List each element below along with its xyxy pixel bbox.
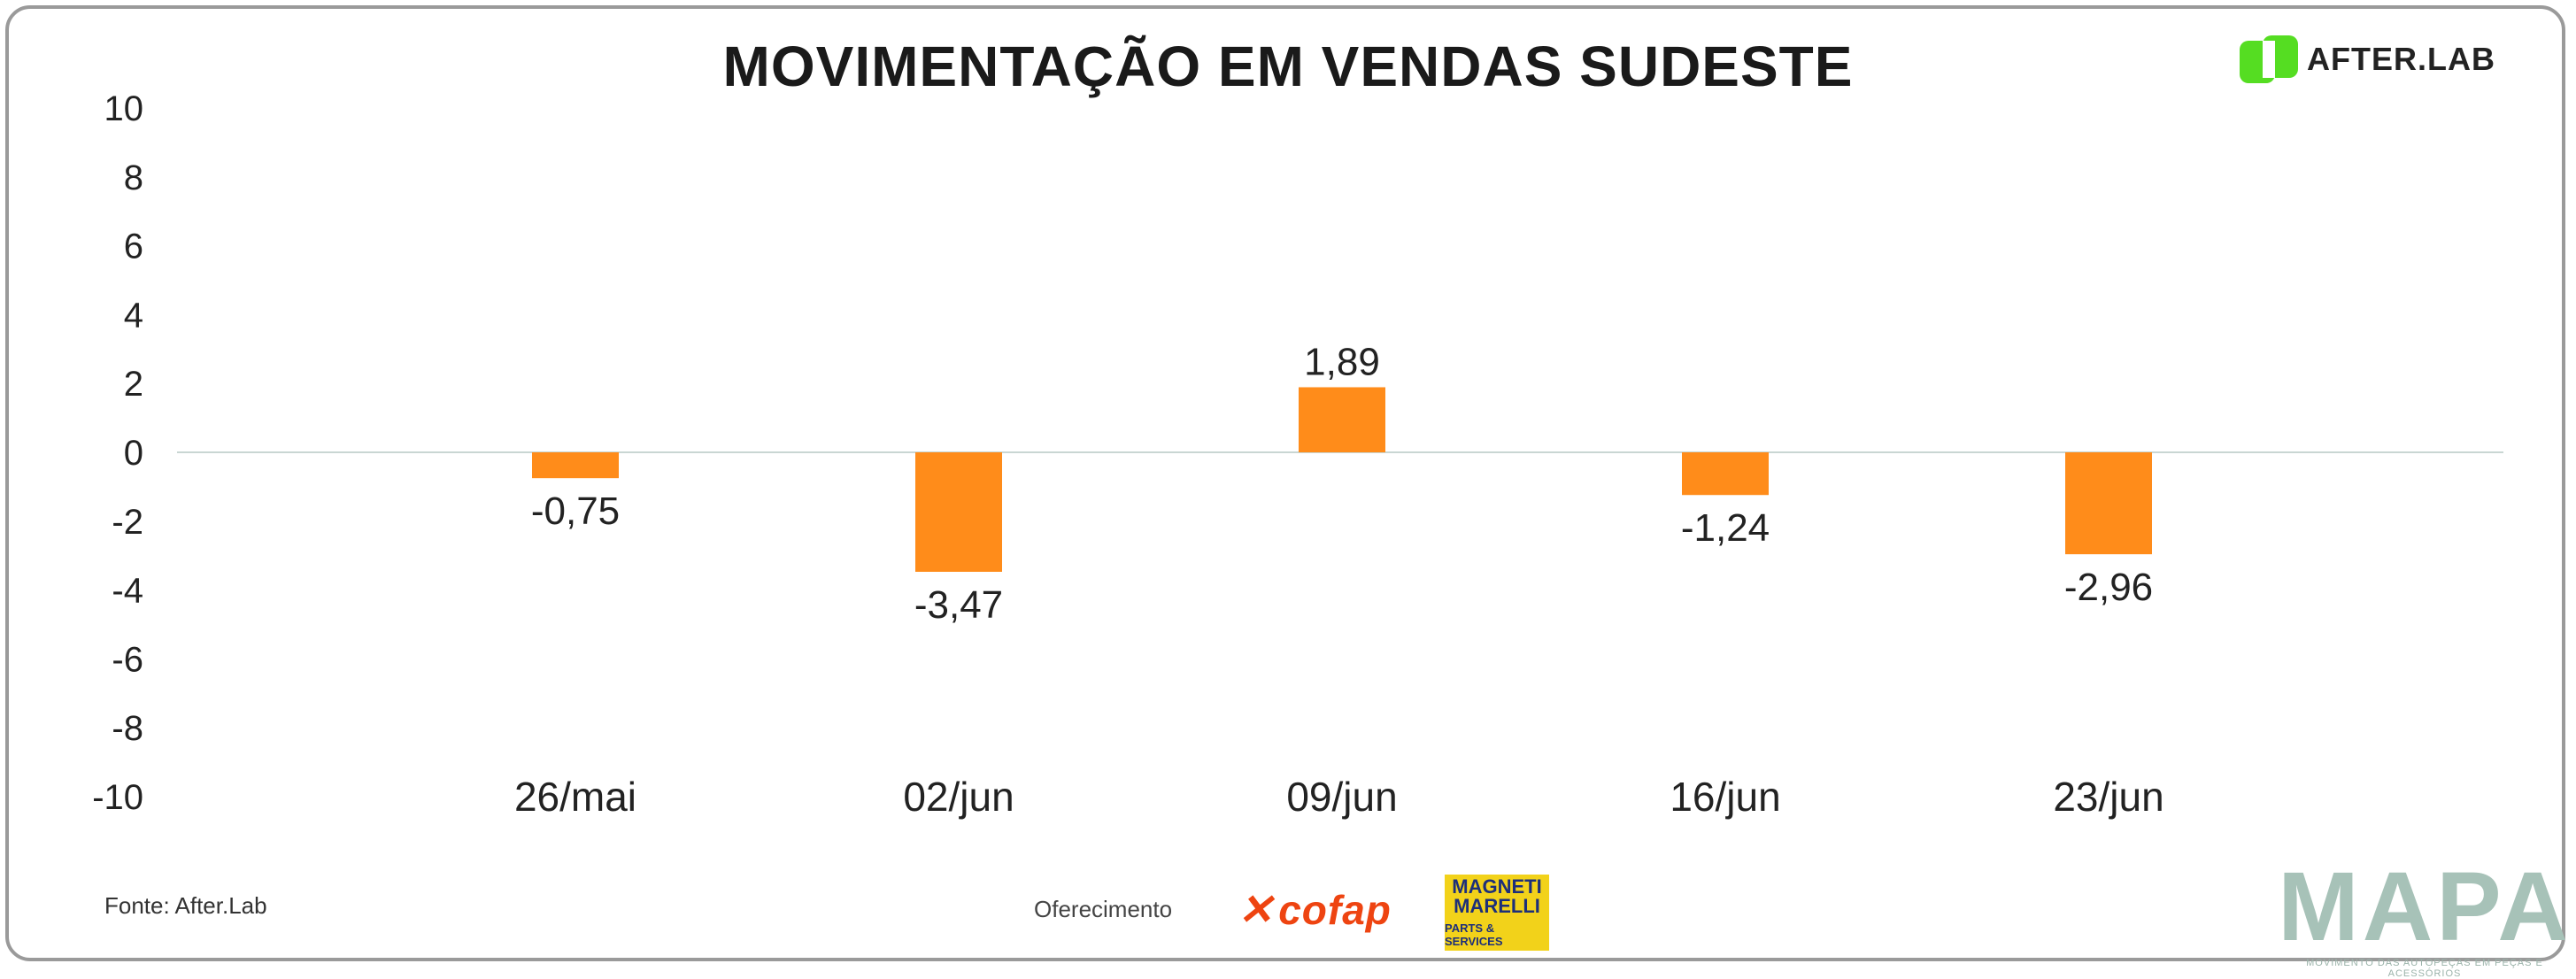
y-tick-label: 10	[104, 89, 144, 128]
x-tick-label: 02/jun	[903, 774, 1014, 820]
y-tick-label: 2	[124, 365, 143, 404]
chart-title: MOVIMENTAÇÃO EM VENDAS SUDESTE	[722, 35, 1854, 98]
x-tick-label: 09/jun	[1286, 774, 1397, 820]
magneti-marelli-text: MAGNETI MARELLI	[1452, 875, 1542, 917]
value-labels: -0,75 -3,47 1,89 -1,24 -2,96	[531, 340, 2153, 627]
x-tick-label: 26/mai	[514, 774, 636, 820]
x-axis-labels: 26/mai 02/jun 09/jun 16/jun 23/jun	[514, 774, 2164, 820]
bar	[915, 452, 1002, 572]
x-tick-label: 16/jun	[1670, 774, 1780, 820]
y-tick-label: -8	[112, 709, 143, 748]
y-axis-ticks: 10 8 6 4 2 0 -2 -4 -6 -8 -10	[92, 89, 143, 817]
y-tick-label: 4	[124, 296, 143, 335]
bar-value-label: -1,24	[1681, 506, 1770, 550]
afterlab-logo-icon	[2240, 35, 2298, 83]
y-tick-label: -10	[92, 778, 143, 817]
y-tick-label: -4	[112, 572, 143, 611]
bar-value-label: -2,96	[2064, 566, 2153, 609]
mapa-tagline: MOVIMENTO DAS AUTOPEÇAS EM PEÇAS E ACESS…	[2306, 958, 2543, 979]
bar-value-label: -0,75	[531, 490, 620, 533]
sponsor-label: Oferecimento	[1034, 896, 1173, 922]
magneti-marelli-subtext: PARTS & SERVICES	[1445, 921, 1503, 948]
y-tick-label: -6	[112, 640, 143, 679]
cofap-logo-text: cofap	[1278, 887, 1392, 933]
bar	[1299, 387, 1385, 452]
mapa-logo-text: MAPA	[2278, 852, 2572, 961]
cofap-logo: ✕ cofap	[1238, 885, 1392, 935]
bar-value-label: 1,89	[1304, 340, 1380, 383]
afterlab-logo: AFTER.LAB	[2240, 35, 2495, 83]
bar	[1682, 452, 1769, 496]
source-note: Fonte: After.Lab	[104, 892, 267, 919]
magneti-marelli-logo: MAGNETI MARELLI PARTS & SERVICES	[1445, 875, 1549, 951]
cofap-x-icon: ✕	[1238, 887, 1274, 934]
bar	[532, 452, 619, 479]
y-tick-label: -2	[112, 503, 143, 542]
mapa-logo: MAPA MOVIMENTO DAS AUTOPEÇAS EM PEÇAS E …	[2273, 859, 2576, 979]
bars	[532, 387, 2152, 572]
bar	[2065, 452, 2152, 555]
y-tick-label: 6	[124, 227, 143, 266]
x-tick-label: 23/jun	[2053, 774, 2163, 820]
bar-value-label: -3,47	[914, 583, 1003, 627]
y-tick-label: 0	[124, 434, 143, 473]
y-tick-label: 8	[124, 158, 143, 197]
afterlab-logo-text: AFTER.LAB	[2307, 41, 2495, 77]
